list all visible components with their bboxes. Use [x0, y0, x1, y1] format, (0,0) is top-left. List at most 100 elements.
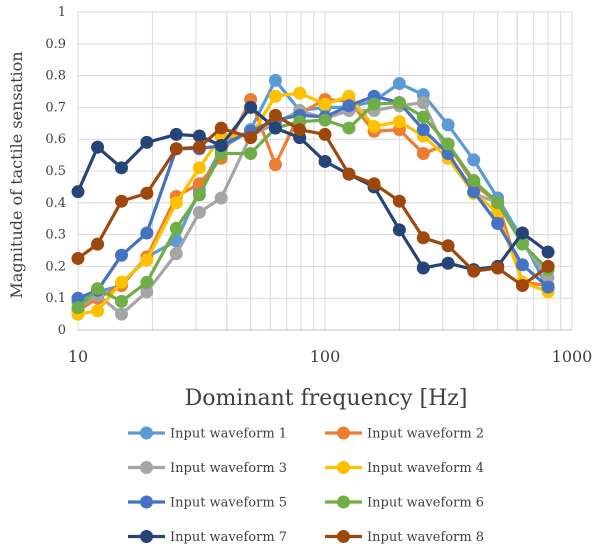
data-point: [91, 237, 105, 251]
data-point: [91, 304, 105, 318]
data-point: [114, 161, 128, 175]
y-tick-label: 0.3: [45, 228, 66, 243]
data-point: [441, 137, 455, 151]
x-tick-label: 100: [310, 347, 341, 366]
data-point: [515, 278, 529, 292]
data-point: [140, 186, 154, 200]
data-point: [114, 275, 128, 289]
data-point: [515, 258, 529, 272]
y-tick-label: 0.1: [45, 291, 66, 306]
data-point: [169, 221, 183, 235]
legend-marker: [337, 461, 350, 474]
legend-label: Input waveform 6: [367, 496, 484, 511]
data-point: [392, 77, 406, 91]
data-point: [441, 256, 455, 270]
data-point: [140, 285, 154, 299]
data-point: [140, 275, 154, 289]
data-point: [192, 205, 206, 219]
legend-item: Input waveform 5: [128, 495, 287, 511]
data-point: [71, 251, 85, 265]
data-point: [114, 248, 128, 262]
data-point: [268, 158, 282, 172]
data-point: [515, 237, 529, 251]
data-point: [441, 239, 455, 253]
data-point: [114, 294, 128, 308]
data-point: [169, 196, 183, 210]
data-point: [467, 264, 481, 278]
data-point: [416, 261, 430, 275]
legend-item: Input waveform 2: [325, 426, 484, 442]
y-tick-label: 0: [58, 323, 66, 338]
data-point: [392, 96, 406, 110]
legend-label: Input waveform 7: [170, 530, 287, 545]
legend-label: Input waveform 8: [367, 530, 484, 545]
y-tick-label: 0.6: [45, 132, 66, 147]
data-point: [114, 307, 128, 321]
data-point: [91, 140, 105, 154]
series-line: [76, 100, 550, 309]
y-axis-label: Magnitude of tactile sensation: [7, 51, 26, 298]
data-point: [169, 247, 183, 261]
data-point: [71, 301, 85, 315]
legend-marker: [337, 495, 350, 509]
data-point: [392, 194, 406, 208]
series-6: [71, 96, 555, 315]
legend-marker: [140, 461, 153, 474]
series-8: [71, 108, 555, 292]
data-point: [416, 96, 430, 110]
legend-item: Input waveform 7: [128, 530, 287, 545]
data-point: [293, 86, 307, 100]
x-tick-labels: 10 100 1000: [68, 347, 593, 366]
data-point: [416, 110, 430, 124]
y-tick-label: 0.2: [45, 259, 66, 274]
data-point: [416, 231, 430, 245]
data-point: [342, 89, 356, 103]
legend-item: Input waveform 6: [325, 495, 484, 511]
data-point: [342, 121, 356, 135]
legend-marker: [140, 495, 153, 509]
data-point: [541, 280, 555, 294]
data-point: [71, 291, 85, 305]
data-point: [416, 123, 430, 137]
legend-item: Input waveform 1: [128, 426, 287, 442]
x-axis-label: Dominant frequency [Hz]: [185, 386, 468, 411]
data-point: [169, 127, 183, 141]
chart-legend: Input waveform 1 Input waveform 2 Input wa…: [128, 426, 484, 545]
data-point: [467, 174, 481, 188]
data-point: [441, 118, 455, 132]
data-point: [416, 147, 430, 161]
legend-item: Input waveform 4: [325, 461, 484, 476]
y-tick-label: 0.4: [45, 196, 66, 211]
data-point: [467, 153, 481, 167]
x-tick-label: 1000: [552, 347, 593, 366]
data-point: [318, 113, 332, 127]
legend-label: Input waveform 1: [170, 427, 287, 442]
x-tick-label: 10: [68, 347, 88, 366]
data-point: [140, 135, 154, 149]
data-point: [541, 245, 555, 259]
chart-series: [71, 73, 555, 321]
legend-marker: [140, 426, 153, 440]
data-point: [214, 139, 228, 153]
data-point: [491, 216, 505, 230]
data-point: [342, 99, 356, 113]
legend-label: Input waveform 3: [170, 461, 287, 476]
y-tick-labels: 0 0.1 0.2 0.3 0.4 0.5 0.6 0.7 0.8 0.9 1: [45, 5, 66, 338]
data-point: [192, 161, 206, 175]
data-point: [342, 167, 356, 181]
data-point: [491, 261, 505, 275]
legend-label: Input waveform 2: [367, 427, 484, 442]
data-point: [367, 119, 381, 133]
data-point: [71, 185, 85, 199]
data-point: [367, 177, 381, 191]
data-point: [169, 142, 183, 156]
data-point: [491, 196, 505, 210]
data-point: [244, 147, 258, 161]
legend-item: Input waveform 8: [325, 530, 484, 545]
data-point: [192, 140, 206, 154]
data-point: [91, 282, 105, 296]
y-tick-label: 0.7: [45, 100, 66, 115]
data-point: [169, 234, 183, 248]
data-point: [467, 185, 481, 199]
